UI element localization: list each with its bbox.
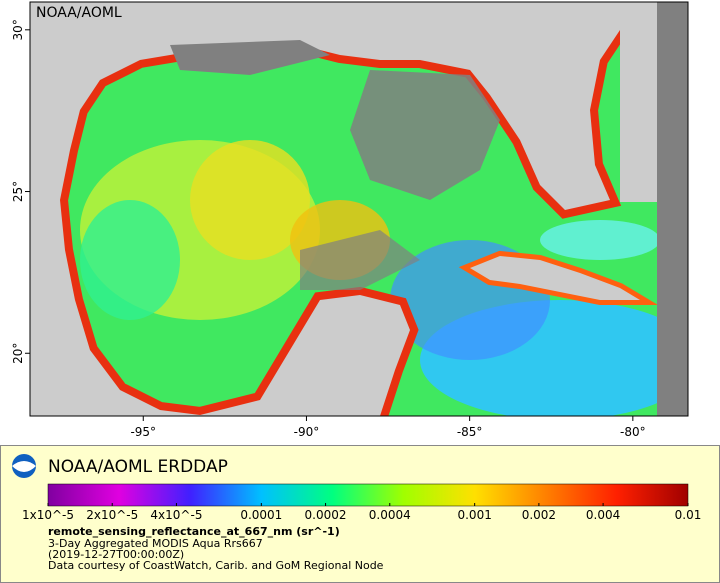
legend-line: Data courtesy of CoastWatch, Carib. and … xyxy=(48,559,384,572)
patch xyxy=(190,140,310,260)
legend-line: (2019-12-27T00:00:00Z) xyxy=(48,548,184,561)
x-tick-label: -95° xyxy=(130,425,156,439)
colorbar-tick-label: 0.01 xyxy=(675,508,702,522)
map-frame xyxy=(29,1,689,417)
y-tick-label: 20° xyxy=(11,343,25,364)
no-data xyxy=(300,230,420,290)
legend-line: 3-Day Aggregated MODIS Aqua Rrs667 xyxy=(48,537,263,550)
corner-label: NOAA/AOML xyxy=(36,5,122,21)
patch xyxy=(80,200,180,320)
colorbar-tick-label: 4x10^-5 xyxy=(150,508,202,522)
map-raster xyxy=(30,2,688,416)
land xyxy=(620,2,657,202)
cuba xyxy=(470,256,640,300)
colorbar-tick-label: 0.0004 xyxy=(369,508,411,522)
variable-name: remote_sensing_reflectance_at_667_nm (sr… xyxy=(48,525,340,538)
no-data xyxy=(350,70,500,200)
noaa-logo-bird xyxy=(12,461,36,472)
patch xyxy=(540,220,660,260)
colorbar-tick-label: 0.004 xyxy=(586,508,620,522)
colorbar-tick-label: 0.001 xyxy=(457,508,491,522)
colorbar-tick-label: 0.002 xyxy=(522,508,556,522)
no-data xyxy=(170,40,330,75)
x-tick-label: -80° xyxy=(620,425,646,439)
colorbar-tick-label: 1x10^-5 xyxy=(22,508,74,522)
no-data-strip xyxy=(657,2,688,416)
colorbar-tick-label: 2x10^-5 xyxy=(86,508,138,522)
legend-title: NOAA/AOML ERDDAP xyxy=(48,457,228,477)
colorbar-ticks: 1x10^-5 2x10^-5 4x10^-5 0.0001 0.0002 0.0004 0… xyxy=(22,503,701,522)
colorbar xyxy=(47,483,689,507)
x-tick-label: -85° xyxy=(457,425,483,439)
y-tick-label: 30° xyxy=(11,19,25,40)
colorbar-tick-label: 0.0002 xyxy=(305,508,347,522)
land xyxy=(30,2,620,416)
x-tick-label: -90° xyxy=(294,425,320,439)
axes: -95° -90° -85° -80° 20° 25° 30° xyxy=(11,19,646,439)
colorbar-tick-label: 0.0001 xyxy=(240,508,282,522)
y-tick-label: 25° xyxy=(11,181,25,202)
